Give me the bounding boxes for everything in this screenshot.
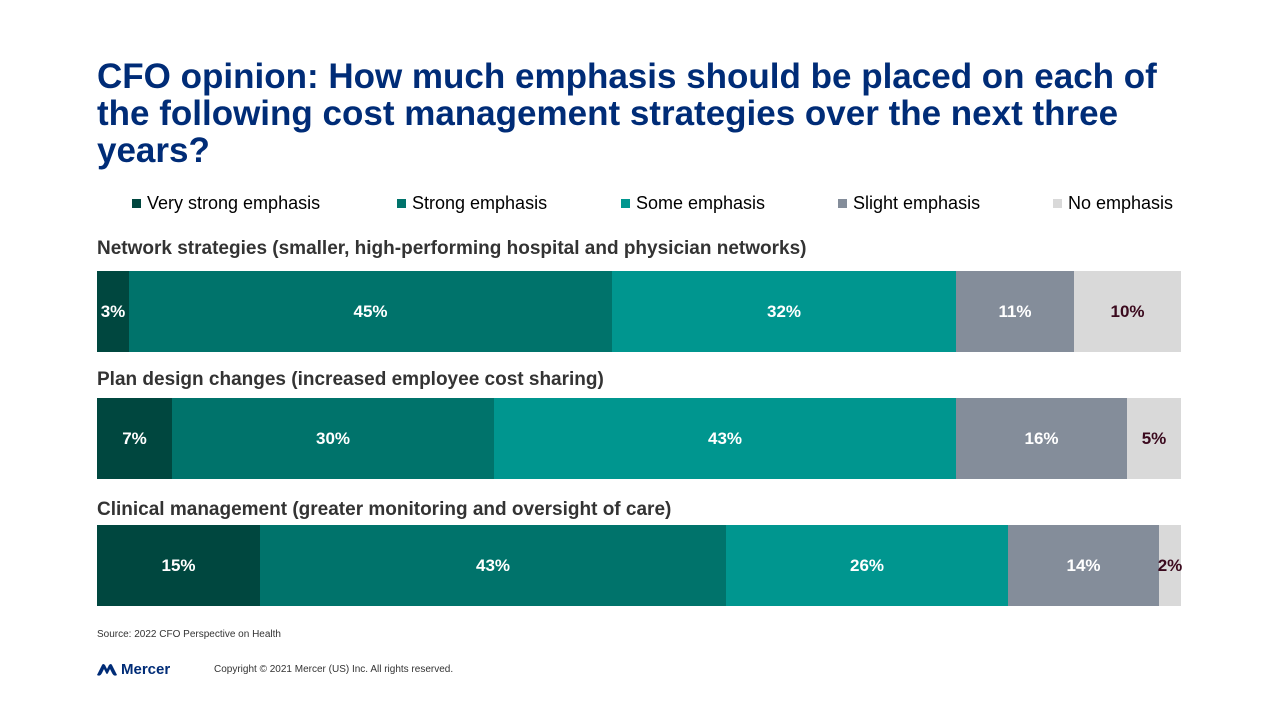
category-label-network: Network strategies (smaller, high-perfor… — [97, 238, 807, 259]
legend-label-none: No emphasis — [1068, 192, 1174, 213]
mercer-logo: Mercer — [96, 661, 170, 678]
bar-segment-very-strong: 7% — [97, 398, 172, 479]
copyright-note: Copyright © 2021 Mercer (US) Inc. All ri… — [214, 664, 454, 675]
chart-legend: Very strong emphasis Strong emphasis Som… — [132, 192, 1192, 214]
bar-value-label: 43% — [707, 428, 743, 448]
category-label-clinical: Clinical management (greater monitoring … — [97, 499, 672, 520]
mercer-logo-icon — [97, 663, 117, 676]
bar-segment-none: 5% — [1127, 398, 1181, 479]
legend-item-very-strong: Very strong emphasis — [132, 192, 320, 214]
mercer-logo-text: Mercer — [121, 661, 171, 678]
legend-item-strong: Strong emphasis — [397, 192, 547, 214]
bar-value-label: 30% — [315, 428, 351, 448]
legend-swatch-very-strong — [132, 198, 141, 208]
bar-row-clinical: 15% 43% 26% 14% 2% — [97, 525, 1183, 606]
bar-value-label: 26% — [849, 555, 885, 575]
bar-value-label: 43% — [475, 555, 511, 575]
bar-value-label: 5% — [1141, 428, 1167, 448]
bar-value-label: 11% — [998, 301, 1032, 321]
bar-value-label: 45% — [353, 301, 388, 321]
legend-item-none: No emphasis — [1053, 192, 1173, 214]
bar-value-label: 14% — [1066, 555, 1101, 575]
bar-row-plan-design: 7% 30% 43% 16% 5% — [97, 398, 1181, 479]
legend-swatch-slight — [838, 198, 847, 208]
legend-item-some: Some emphasis — [621, 192, 765, 214]
bar-value-label: 16% — [1024, 428, 1059, 448]
bar-value-label: 3% — [100, 301, 126, 321]
bar-value-label: 32% — [766, 301, 802, 321]
bar-segment-strong: 30% — [172, 398, 494, 479]
bar-value-label: 7% — [122, 428, 147, 448]
bar-segment-slight: 11% — [956, 271, 1074, 352]
bar-segment-some: 32% — [612, 271, 956, 352]
bar-segment-some: 43% — [494, 398, 956, 479]
bar-row-network: 3% 45% 32% 11% 10% — [97, 271, 1181, 352]
legend-swatch-some — [621, 198, 630, 208]
bar-segment-none: 10% — [1074, 271, 1181, 352]
legend-label-very-strong: Very strong emphasis — [147, 192, 321, 213]
bar-segment-strong: 43% — [260, 525, 726, 606]
page-title: CFO opinion: How much emphasis should be… — [97, 57, 1157, 170]
legend-label-slight: Slight emphasis — [853, 192, 981, 213]
legend-swatch-none — [1053, 198, 1062, 208]
legend-item-slight: Slight emphasis — [838, 192, 980, 214]
bar-value-label: 10% — [1110, 301, 1145, 321]
legend-swatch-strong — [397, 198, 406, 208]
legend-label-strong: Strong emphasis — [412, 192, 548, 213]
bar-segment-strong: 45% — [129, 271, 612, 352]
bar-segment-some: 26% — [726, 525, 1008, 606]
bar-segment-very-strong: 3% — [97, 271, 129, 352]
bar-segment-none: 2% — [1157, 525, 1183, 606]
source-note: Source: 2022 CFO Perspective on Health — [97, 629, 281, 640]
legend-label-some: Some emphasis — [636, 192, 766, 213]
bar-segment-very-strong: 15% — [97, 525, 260, 606]
bar-segment-slight: 16% — [956, 398, 1127, 479]
bar-segment-slight: 14% — [1008, 525, 1159, 606]
bar-value-label: 15% — [161, 555, 196, 575]
bar-value-label: 2% — [1157, 555, 1183, 575]
category-label-plan-design: Plan design changes (increased employee … — [97, 369, 604, 390]
